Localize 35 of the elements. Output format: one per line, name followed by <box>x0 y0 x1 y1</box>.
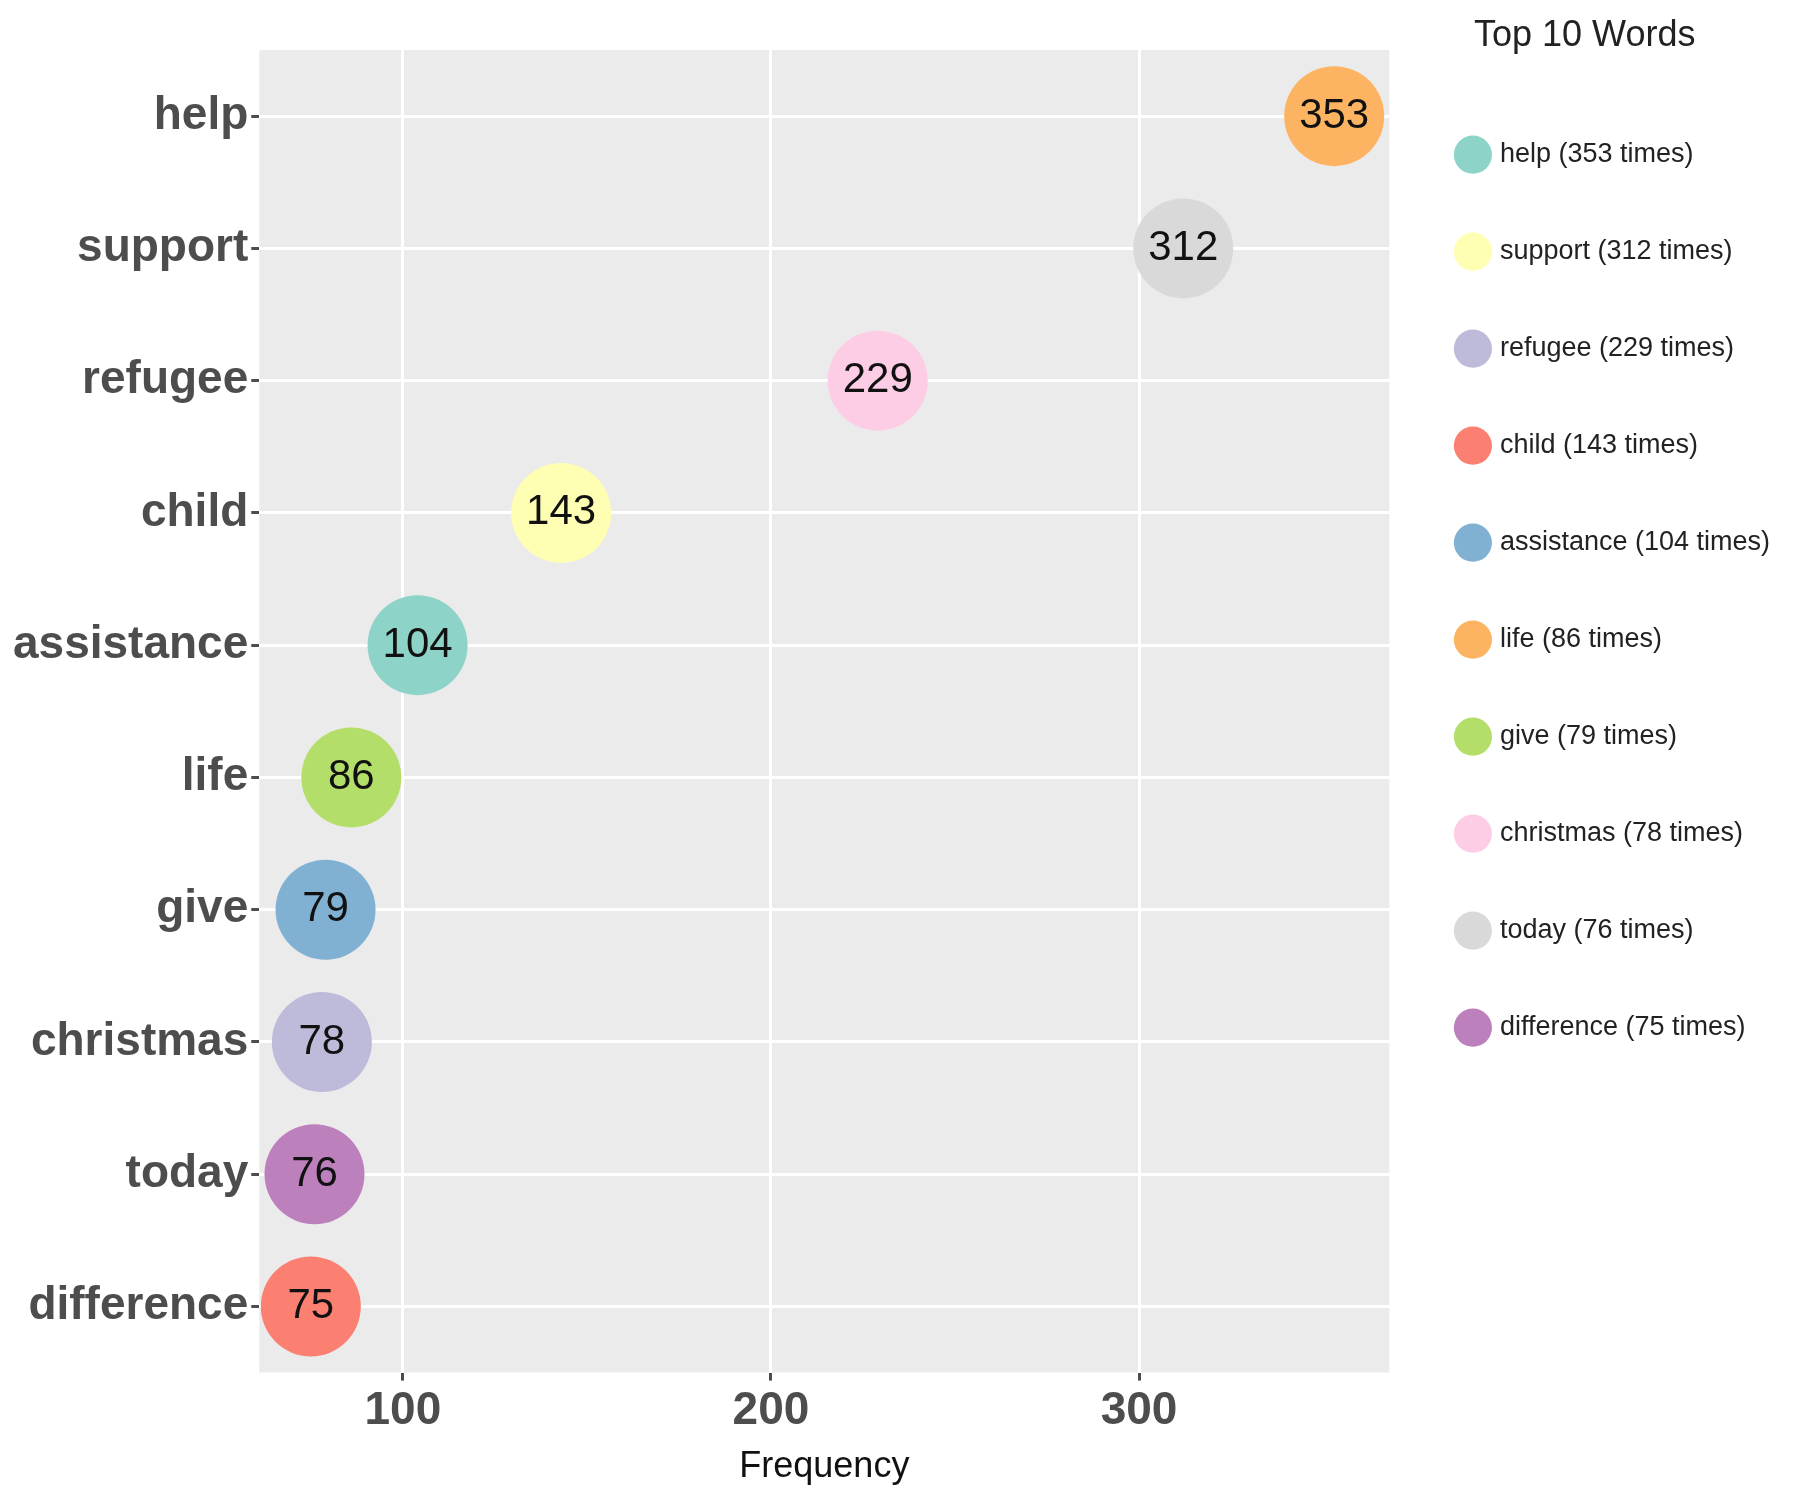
data-label: 79 <box>302 883 349 931</box>
data-label: 78 <box>298 1015 346 1063</box>
legend-label: give (79 times) <box>1499 720 1677 751</box>
legend-label: support (312 times) <box>1499 235 1733 266</box>
y-tick-label: support <box>77 219 249 272</box>
x-tick-label: 300 <box>1100 1381 1178 1434</box>
x-tick-label: 200 <box>732 1381 810 1434</box>
legend-title: Top 10 Words <box>1473 12 1696 54</box>
y-tick-label: give <box>156 880 249 933</box>
data-label: 76 <box>291 1147 338 1195</box>
legend-label: refugee (229 times) <box>1499 332 1735 363</box>
y-tick-label: help <box>153 86 249 139</box>
legend-label: life (86 times) <box>1499 623 1662 654</box>
data-label: 353 <box>1299 89 1370 137</box>
data-label: 143 <box>526 486 597 534</box>
y-tick-label: child <box>140 483 249 536</box>
y-tick-label: life <box>181 748 249 801</box>
x-tick-label: 100 <box>364 1381 442 1434</box>
y-tick-label: assistance <box>13 615 249 668</box>
data-label: 312 <box>1148 221 1219 269</box>
y-tick-label: difference <box>28 1277 249 1330</box>
legend-label: assistance (104 times) <box>1499 526 1770 557</box>
legend-label: today (76 times) <box>1499 914 1694 945</box>
y-tick-label: today <box>125 1144 249 1197</box>
data-label: 104 <box>382 618 453 666</box>
y-tick-label: refugee <box>82 351 249 404</box>
legend-label: help (353 times) <box>1499 138 1694 169</box>
legend-label: christmas (78 times) <box>1499 817 1743 848</box>
data-label: 229 <box>842 354 913 402</box>
data-label: 75 <box>287 1280 335 1328</box>
legend-label: difference (75 times) <box>1499 1011 1746 1042</box>
legend-label: child (143 times) <box>1499 429 1698 460</box>
y-tick-label: christmas <box>30 1012 249 1065</box>
x-axis-title: Frequency <box>739 1444 910 1486</box>
data-label: 86 <box>327 751 375 799</box>
